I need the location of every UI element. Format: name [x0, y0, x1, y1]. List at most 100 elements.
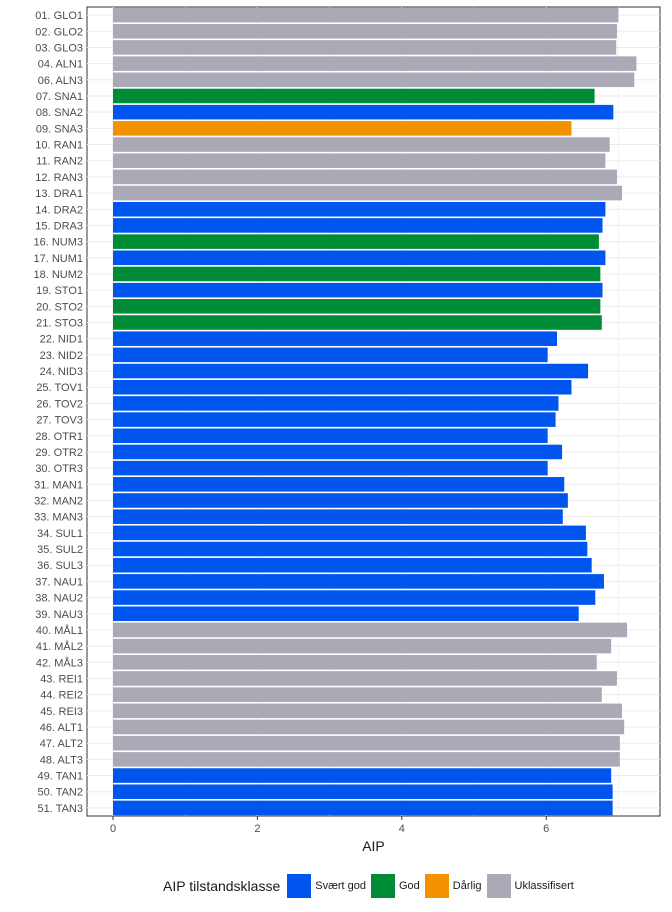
bar: [113, 493, 568, 508]
bar: [113, 185, 623, 201]
bar: [113, 671, 617, 686]
category-label: 21. STO3: [36, 318, 83, 330]
bar: [113, 234, 599, 249]
bar: [113, 347, 548, 363]
bar: [113, 477, 565, 492]
bar: [113, 56, 637, 71]
category-label: 43. REI1: [40, 673, 83, 685]
bar: [113, 606, 579, 622]
legend-item-uklassifisert: Uklassifisert: [486, 874, 574, 898]
bar: [113, 72, 635, 88]
bar: [113, 218, 603, 233]
x-tick-label: 6: [543, 823, 549, 835]
category-label: 42. MÅL3: [36, 656, 83, 669]
bar: [113, 557, 592, 573]
bar: [113, 331, 558, 346]
bar: [113, 460, 548, 476]
category-label: 32. MAN2: [34, 495, 83, 507]
bar: [113, 768, 612, 783]
legend-item-darlig: Dårlig: [424, 874, 482, 898]
bar: [113, 719, 625, 735]
x-axis-title: AIP: [362, 838, 385, 854]
legend-item-svaert-god: Svært god: [287, 874, 366, 898]
legend-swatch-svaert-god: [287, 874, 312, 898]
category-label: 39. NAU3: [35, 609, 83, 621]
bar: [113, 201, 606, 217]
bar: [113, 622, 628, 638]
bar: [113, 784, 613, 800]
legend-swatch-uklassifisert: [486, 874, 511, 898]
category-label: 01. GLO1: [35, 10, 83, 22]
category-label: 12. RAN3: [35, 172, 83, 184]
legend-swatch-darlig: [424, 874, 449, 898]
category-label: 03. GLO3: [35, 42, 83, 54]
bar: [113, 266, 601, 282]
category-label: 22. NID1: [40, 334, 83, 346]
category-label: 33. MAN3: [34, 512, 83, 524]
category-label: 14. DRA2: [35, 204, 83, 216]
category-label: 16. NUM3: [33, 237, 83, 249]
bar: [113, 363, 589, 379]
category-label: 48. ALT3: [40, 754, 83, 766]
category-label: 46. ALT1: [40, 722, 83, 734]
category-label: 02. GLO2: [35, 26, 83, 38]
category-label: 36. SUL3: [37, 560, 83, 572]
bar: [113, 282, 603, 298]
bar: [113, 137, 610, 152]
x-tick-labels: 0 2 4 6: [110, 816, 549, 835]
bar: [113, 250, 606, 266]
category-label: 25. TOV1: [36, 382, 83, 394]
bar: [113, 687, 602, 702]
category-label: 51. TAN3: [38, 803, 83, 815]
category-label: 15. DRA3: [35, 220, 83, 232]
legend: AIP tilstandsklasse Svært god God Dårlig…: [163, 872, 579, 900]
legend-swatch-god: [371, 874, 395, 898]
category-label: 30. OTR3: [35, 463, 83, 475]
category-label: 28. OTR1: [35, 431, 83, 443]
category-label: 06. ALN3: [38, 75, 83, 87]
category-label: 35. SUL2: [37, 544, 83, 556]
category-label: 27. TOV3: [36, 415, 83, 427]
category-label: 23. NID2: [40, 350, 83, 362]
bar: [113, 509, 563, 524]
legend-label-darlig: Dårlig: [452, 880, 482, 892]
category-label: 26. TOV2: [36, 398, 83, 410]
x-tick-label: 0: [110, 823, 116, 835]
bar: [113, 315, 602, 330]
bar: [113, 638, 612, 654]
x-tick-label: 4: [399, 823, 405, 835]
category-label: 18. NUM2: [33, 269, 83, 281]
bar: [113, 379, 572, 395]
bar-chart: 01. GLO1 02. GLO2 03. GLO3 04. ALN1 06. ALN3…: [33, 6, 661, 854]
bar: [113, 396, 559, 411]
category-label: 34. SUL1: [37, 528, 83, 540]
bar: [113, 735, 620, 751]
category-label: 44. REI2: [40, 690, 83, 702]
bar: [113, 590, 596, 605]
category-label: 19. STO1: [36, 285, 83, 297]
category-label: 10. RAN1: [35, 140, 83, 152]
category-label: 50. TAN2: [38, 787, 83, 799]
bar: [113, 104, 614, 120]
category-label: 40. MÅL1: [36, 624, 83, 637]
category-label: 08. SNA2: [36, 107, 83, 119]
category-label: 38. NAU2: [35, 593, 83, 605]
bar: [113, 121, 572, 136]
category-label: 04. ALN1: [38, 59, 83, 71]
bar: [113, 299, 601, 314]
category-label: 47. ALT2: [40, 738, 83, 750]
bar: [113, 88, 595, 104]
bar: [113, 23, 617, 39]
bar: [113, 800, 613, 816]
category-label: 09. SNA3: [36, 123, 83, 135]
bar: [113, 7, 619, 23]
legend-label-svaert-god: Svært god: [315, 880, 366, 892]
category-label: 13. DRA1: [35, 188, 83, 200]
category-label: 17. NUM1: [33, 253, 83, 265]
category-label: 29. OTR2: [35, 447, 83, 459]
category-label: 31. MAN1: [34, 479, 83, 491]
category-label: 11. RAN2: [36, 156, 83, 168]
bar: [113, 541, 588, 557]
category-label: 45. REI3: [40, 706, 83, 718]
category-label: 37. NAU1: [35, 576, 83, 588]
